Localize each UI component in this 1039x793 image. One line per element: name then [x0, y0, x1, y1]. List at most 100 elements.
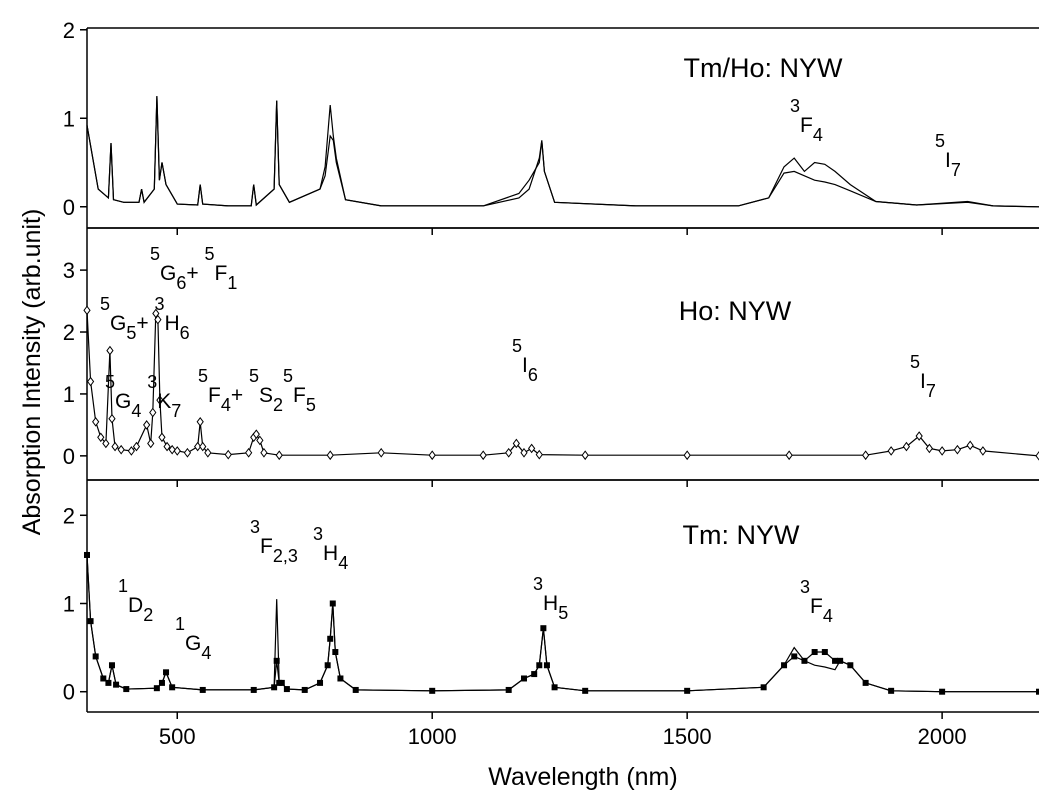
peak-label-part: 5	[283, 366, 293, 386]
y-tick-label: 0	[63, 444, 75, 469]
peak-label-part: 5	[204, 244, 214, 264]
diamond-marker	[194, 441, 202, 452]
peak-label: 5G5+ 3H6	[100, 294, 190, 343]
peak-label-part: 4	[823, 606, 833, 626]
peak-label: 5G4 3K7	[105, 372, 181, 421]
peak-label-part: 1	[175, 614, 185, 634]
x-tick-label: 1500	[663, 724, 712, 749]
diamond-marker	[428, 450, 436, 461]
peak-label-part	[141, 390, 147, 413]
diamond-marker	[915, 431, 923, 441]
peak-label-part: F	[810, 595, 823, 618]
diamond-marker	[260, 447, 268, 458]
peak-label-part: 5	[558, 603, 568, 623]
diamond-marker	[108, 413, 116, 424]
diamond-marker	[785, 450, 793, 461]
peak-label-part: F	[800, 114, 813, 137]
square-marker	[273, 657, 280, 664]
y-tick-label: 2	[63, 320, 75, 345]
peak-label-part: G	[185, 632, 201, 655]
diamond-marker	[173, 446, 181, 456]
diamond-marker	[199, 441, 207, 452]
peak-label: 3F4	[800, 577, 833, 626]
diamond-marker	[97, 432, 105, 443]
diamond-marker	[245, 447, 253, 458]
diamond-marker	[224, 449, 232, 460]
x-tick-label: 1000	[408, 724, 457, 749]
peak-label-part: 1	[227, 273, 237, 293]
diamond-marker	[326, 450, 334, 461]
peak-label: 3H5	[533, 574, 568, 623]
diamond-marker	[512, 438, 520, 449]
diamond-marker	[252, 429, 260, 440]
diamond-marker	[925, 443, 933, 454]
diamond-marker	[979, 446, 987, 456]
peak-label-part: 6	[176, 273, 186, 293]
peak-label-part: I	[945, 149, 951, 172]
diamond-marker	[938, 446, 946, 456]
data-line	[86, 96, 1039, 208]
peak-label: 5F4+ 5S25F5	[198, 366, 316, 415]
peak-label-part: H	[543, 592, 558, 615]
diamond-marker	[204, 447, 212, 458]
diamond-marker	[158, 432, 166, 443]
diamond-marker	[581, 450, 589, 461]
diamond-marker	[132, 441, 141, 452]
peak-label-part: 5	[512, 336, 522, 356]
diamond-marker	[505, 447, 513, 458]
x-tick-label: 500	[159, 724, 196, 749]
peak-label-part: 5	[100, 294, 110, 314]
peak-label-part: +	[186, 262, 204, 285]
peak-label-part: G	[115, 390, 131, 413]
diamond-marker	[102, 438, 110, 449]
peak-label-part: 6	[528, 365, 538, 385]
diamond-marker	[117, 444, 125, 455]
peak-label-part: 3	[800, 577, 810, 597]
y-tick-label: 1	[63, 106, 75, 131]
peak-label-part: S	[259, 384, 273, 407]
peak-label: 1G4	[175, 614, 211, 663]
diamond-marker	[377, 447, 385, 458]
peak-label-part: 3	[790, 96, 800, 116]
peak-label-part: F	[215, 262, 228, 285]
data-line	[86, 554, 1039, 693]
diamond-marker	[127, 446, 135, 456]
y-tick-label: 3	[63, 258, 75, 283]
peak-label: 3H4	[313, 524, 348, 573]
peak-label-part: 2	[273, 395, 283, 415]
peak-label-part: 4	[813, 125, 823, 145]
peak-label-part: 1	[118, 576, 128, 596]
peak-label-part: F	[260, 535, 273, 558]
peak-label: 3F4	[790, 96, 823, 145]
diamond-marker	[1035, 451, 1039, 461]
peak-label-part: 5	[306, 395, 316, 415]
peak-label-part: 5	[910, 352, 920, 372]
diamond-marker	[683, 450, 691, 461]
peak-label-part: +	[231, 384, 249, 407]
diamond-marker	[83, 305, 91, 316]
peak-label: 5I7	[910, 352, 936, 401]
diamond-marker	[275, 450, 283, 461]
peak-label-part: 3	[154, 294, 164, 314]
diamond-marker	[528, 443, 536, 454]
diamond-marker	[862, 450, 870, 461]
y-tick-label: 2	[63, 503, 75, 528]
peak-label-part: D	[128, 594, 143, 617]
diamond-marker	[966, 440, 974, 451]
diamond-marker	[147, 438, 155, 449]
square-marker	[84, 551, 90, 558]
peak-label-part: 4	[201, 643, 211, 663]
panel-title: Tm/Ho: NYW	[684, 53, 844, 83]
x-axis-label: Wavelength (nm)	[488, 763, 677, 791]
y-tick-label: 1	[63, 382, 75, 407]
peak-label-part: 4	[131, 401, 141, 421]
square-marker	[791, 653, 798, 660]
diamond-marker	[111, 441, 119, 452]
data-line	[86, 554, 1039, 693]
peak-label-part: H	[165, 312, 180, 335]
diamond-marker	[149, 407, 157, 418]
diamond-marker	[887, 446, 895, 456]
diamond-marker	[902, 441, 911, 452]
diamond-marker	[168, 444, 176, 455]
